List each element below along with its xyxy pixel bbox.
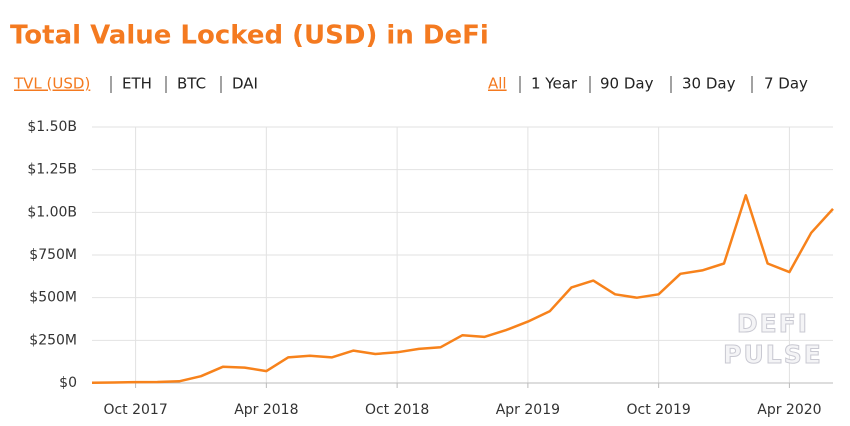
y-tick-label: $500M <box>29 290 77 306</box>
range-tab[interactable]: All <box>488 75 507 93</box>
line <box>91 194 834 384</box>
metric-tab[interactable]: DAI <box>232 75 258 93</box>
metric-tab[interactable]: TVL (USD) <box>13 75 90 93</box>
plot-area: $0 $250M $500M $750M $1.00B $1.25B $1.50B Oct 2… <box>27 119 834 418</box>
y-tick-label: $750M <box>29 247 77 263</box>
x-tick-label: Apr 2019 <box>496 402 560 418</box>
x-tick-label: Oct 2018 <box>365 402 429 418</box>
metric-tab[interactable]: BTC <box>177 75 206 93</box>
x-tick-label: Apr 2020 <box>757 402 821 418</box>
chart-title: Total Value Locked (USD) in DeFi <box>10 21 489 51</box>
range-tab[interactable]: 7 Day <box>764 75 808 93</box>
watermark: DEFI <box>737 309 809 338</box>
watermark: PULSE <box>723 340 823 369</box>
range-tab[interactable]: 90 Day <box>600 75 654 93</box>
range-tab[interactable]: 1 Year <box>531 75 578 93</box>
x-tick-label: Apr 2018 <box>234 402 298 418</box>
y-tick-label: $0 <box>59 375 77 391</box>
x-tick-label: Oct 2019 <box>626 402 690 418</box>
metric-tab[interactable]: ETH <box>122 75 152 93</box>
y-tick-label: $250M <box>29 332 77 348</box>
y-tick-label: $1.25B <box>27 162 77 178</box>
y-tick-label: $1.00B <box>27 204 77 220</box>
range-tab[interactable]: 30 Day <box>682 75 736 93</box>
y-tick-label: $1.50B <box>27 119 77 135</box>
x-tick-label: Oct 2017 <box>103 402 167 418</box>
